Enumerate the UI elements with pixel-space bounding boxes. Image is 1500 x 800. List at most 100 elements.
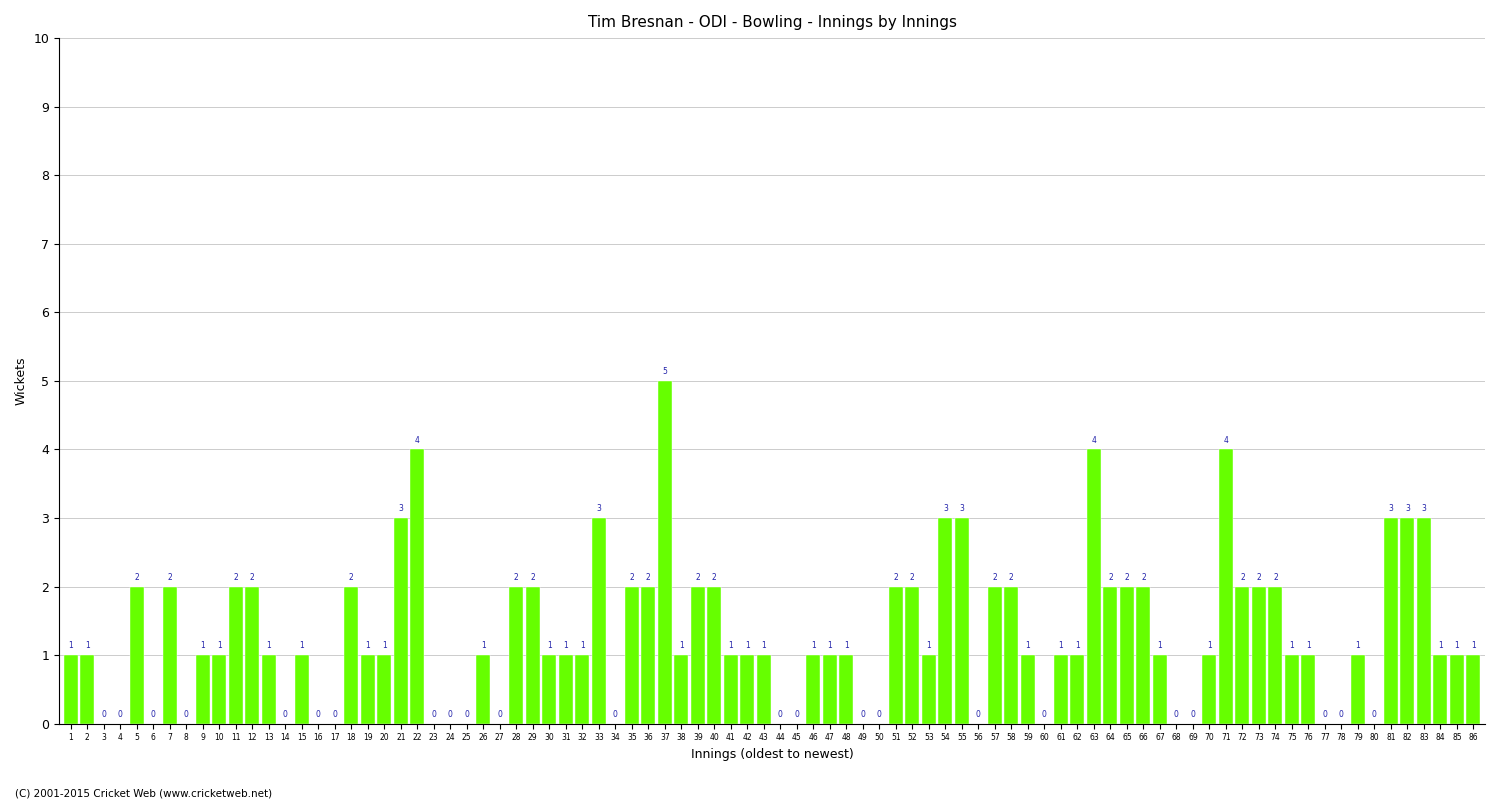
Text: 0: 0 <box>614 710 618 719</box>
Text: 0: 0 <box>333 710 338 719</box>
Bar <box>129 586 144 724</box>
Bar <box>824 655 837 724</box>
Title: Tim Bresnan - ODI - Bowling - Innings by Innings: Tim Bresnan - ODI - Bowling - Innings by… <box>588 15 957 30</box>
Bar <box>1450 655 1464 724</box>
Text: 2: 2 <box>1240 573 1245 582</box>
Bar <box>560 655 573 724</box>
Text: 2: 2 <box>1274 573 1278 582</box>
Bar <box>376 655 392 724</box>
X-axis label: Innings (oldest to newest): Innings (oldest to newest) <box>690 748 853 761</box>
Bar <box>626 586 639 724</box>
Text: 1: 1 <box>482 642 486 650</box>
Text: 1: 1 <box>812 642 816 650</box>
Text: 2: 2 <box>630 573 634 582</box>
Bar <box>1434 655 1448 724</box>
Text: 1: 1 <box>366 642 370 650</box>
Bar <box>939 518 952 724</box>
Text: 0: 0 <box>432 710 436 719</box>
Bar <box>1022 655 1035 724</box>
Text: 1: 1 <box>927 642 932 650</box>
Text: 0: 0 <box>1340 710 1344 719</box>
Bar <box>658 381 672 724</box>
Bar <box>1418 518 1431 724</box>
Text: 2: 2 <box>168 573 172 582</box>
Bar <box>576 655 590 724</box>
Bar <box>642 586 656 724</box>
Text: 0: 0 <box>448 710 453 719</box>
Text: 1: 1 <box>1438 642 1443 650</box>
Text: 3: 3 <box>1406 504 1410 514</box>
Text: 3: 3 <box>944 504 948 514</box>
Bar <box>344 586 358 724</box>
Text: 1: 1 <box>300 642 304 650</box>
Bar <box>956 518 969 724</box>
Bar <box>758 655 771 724</box>
Bar <box>1401 518 1414 724</box>
Bar <box>411 450 424 724</box>
Text: 0: 0 <box>316 710 321 719</box>
Text: 0: 0 <box>118 710 123 719</box>
Text: 1: 1 <box>1472 642 1476 650</box>
Bar <box>510 586 524 724</box>
Text: 0: 0 <box>1042 710 1047 719</box>
Bar <box>741 655 754 724</box>
Text: 3: 3 <box>960 504 964 514</box>
Bar <box>261 655 276 724</box>
Text: 0: 0 <box>498 710 502 719</box>
Bar <box>1220 450 1233 724</box>
Text: 2: 2 <box>646 573 651 582</box>
Bar <box>1203 655 1216 724</box>
Text: 3: 3 <box>1422 504 1426 514</box>
Text: 1: 1 <box>1290 642 1294 650</box>
Bar <box>526 586 540 724</box>
Text: 1: 1 <box>762 642 766 650</box>
Bar <box>840 655 854 724</box>
Text: 1: 1 <box>382 642 387 650</box>
Text: 0: 0 <box>1191 710 1196 719</box>
Text: 2: 2 <box>910 573 915 582</box>
Text: 2: 2 <box>1257 573 1262 582</box>
Bar <box>675 655 688 724</box>
Bar <box>1286 655 1299 724</box>
Bar <box>890 586 903 724</box>
Text: 1: 1 <box>1356 642 1360 650</box>
Text: 0: 0 <box>1174 710 1179 719</box>
Text: 1: 1 <box>746 642 750 650</box>
Bar <box>80 655 94 724</box>
Bar <box>1137 586 1150 724</box>
Text: 1: 1 <box>580 642 585 650</box>
Text: 1: 1 <box>69 642 74 650</box>
Bar <box>1252 586 1266 724</box>
Bar <box>692 586 705 724</box>
Text: (C) 2001-2015 Cricket Web (www.cricketweb.net): (C) 2001-2015 Cricket Web (www.cricketwe… <box>15 788 272 798</box>
Bar <box>708 586 722 724</box>
Text: 2: 2 <box>514 573 519 582</box>
Text: 0: 0 <box>778 710 783 719</box>
Bar <box>211 655 226 724</box>
Bar <box>1005 586 1019 724</box>
Bar <box>807 655 820 724</box>
Bar <box>1154 655 1167 724</box>
Text: 1: 1 <box>828 642 833 650</box>
Bar <box>1236 586 1250 724</box>
Text: 0: 0 <box>1323 710 1328 719</box>
Text: 0: 0 <box>878 710 882 719</box>
Bar <box>195 655 210 724</box>
Text: 1: 1 <box>1059 642 1064 650</box>
Text: 1: 1 <box>1306 642 1311 650</box>
Bar <box>1104 586 1118 724</box>
Text: 0: 0 <box>102 710 106 719</box>
Text: 1: 1 <box>548 642 552 650</box>
Bar <box>393 518 408 724</box>
Text: 4: 4 <box>416 436 420 445</box>
Bar <box>1352 655 1365 724</box>
Text: 1: 1 <box>1455 642 1460 650</box>
Text: 1: 1 <box>1026 642 1030 650</box>
Bar <box>228 586 243 724</box>
Text: 1: 1 <box>1158 642 1162 650</box>
Text: 3: 3 <box>399 504 404 514</box>
Text: 2: 2 <box>1125 573 1130 582</box>
Text: 0: 0 <box>861 710 865 719</box>
Text: 2: 2 <box>531 573 536 582</box>
Text: 1: 1 <box>217 642 222 650</box>
